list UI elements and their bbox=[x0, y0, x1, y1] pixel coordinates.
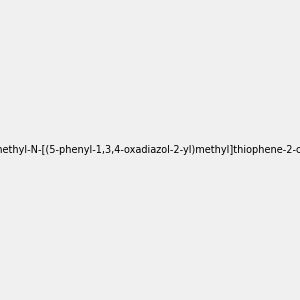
Text: 3-chloro-N-methyl-N-[(5-phenyl-1,3,4-oxadiazol-2-yl)methyl]thiophene-2-carboxami: 3-chloro-N-methyl-N-[(5-phenyl-1,3,4-oxa… bbox=[0, 145, 300, 155]
